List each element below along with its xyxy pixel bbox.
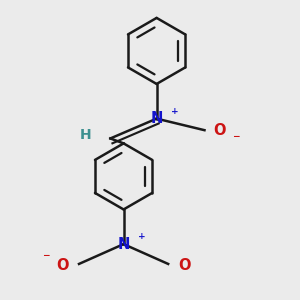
Text: N: N <box>117 237 130 252</box>
Text: N: N <box>150 111 163 126</box>
Text: O: O <box>213 123 226 138</box>
Text: +: + <box>138 232 146 242</box>
Text: O: O <box>56 258 69 273</box>
Text: −: − <box>232 132 240 141</box>
Text: O: O <box>178 258 191 273</box>
Text: H: H <box>80 128 92 142</box>
Text: −: − <box>42 251 50 260</box>
Text: +: + <box>171 107 178 116</box>
